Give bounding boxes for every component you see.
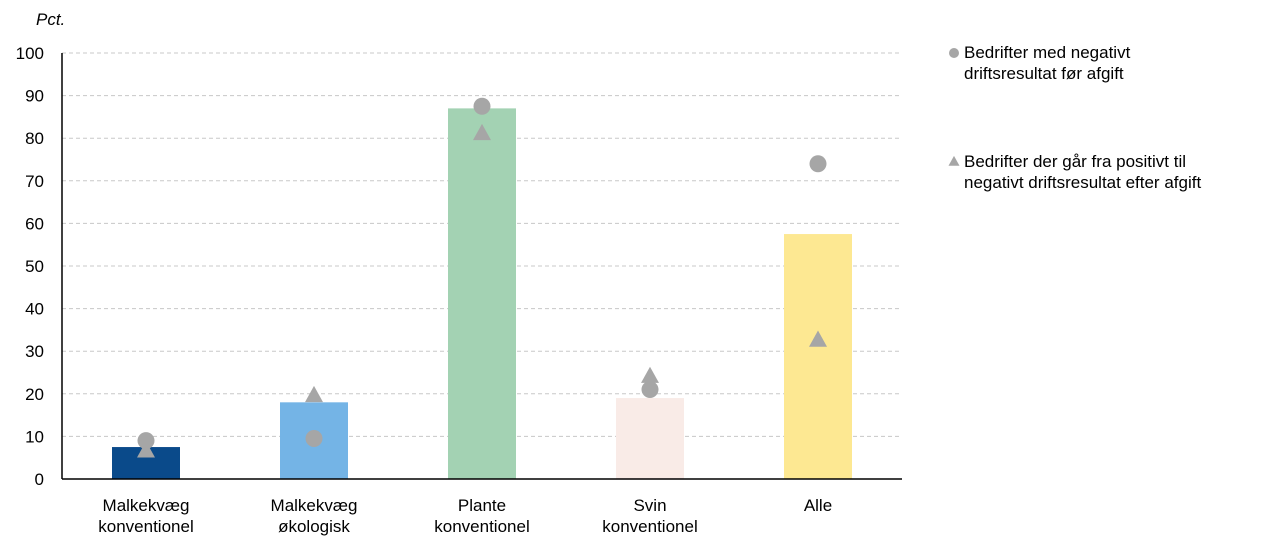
y-tick-label: 50 — [25, 257, 44, 276]
triangle-point — [137, 441, 155, 458]
circle-point — [305, 430, 323, 448]
y-tick-label: 90 — [25, 87, 44, 106]
y-tick-label: 30 — [25, 342, 44, 361]
triangle-point — [473, 123, 491, 141]
y-tick-label: 20 — [25, 385, 44, 404]
x-tick-label: Plante konventionel — [434, 496, 529, 536]
y-tick-label: 60 — [25, 214, 44, 233]
y-unit-label: Pct. — [36, 10, 65, 29]
legend-entry: Bedrifter der går fra positivt til negati… — [964, 152, 1201, 192]
x-tick-label: Malkekvæg økologisk — [271, 496, 358, 536]
legend-entry: Bedrifter med negativt driftsresultat før… — [964, 43, 1131, 83]
y-tick-label: 80 — [25, 129, 44, 148]
triangle-point — [641, 366, 659, 383]
y-tick-label: 100 — [16, 44, 44, 63]
y-tick-label: 10 — [25, 427, 44, 446]
triangle-point — [305, 385, 323, 403]
bar — [448, 108, 516, 479]
triangle-point — [809, 330, 827, 347]
x-tick-label: Alle — [804, 496, 832, 515]
y-tick-label: 70 — [25, 172, 44, 191]
y-tick-label: 40 — [25, 300, 44, 319]
x-tick-label: Malkekvæg konventionel — [98, 496, 193, 536]
legend-circle-marker — [949, 48, 959, 58]
y-tick-label: 0 — [35, 470, 44, 489]
circle-point — [641, 381, 659, 399]
bar — [616, 398, 684, 479]
legend-triangle-marker — [948, 155, 960, 166]
circle-point — [809, 155, 827, 173]
circle-point — [137, 432, 155, 450]
circle-point — [473, 97, 491, 115]
x-tick-label: Svin konventionel — [602, 496, 697, 536]
bar — [784, 234, 852, 479]
